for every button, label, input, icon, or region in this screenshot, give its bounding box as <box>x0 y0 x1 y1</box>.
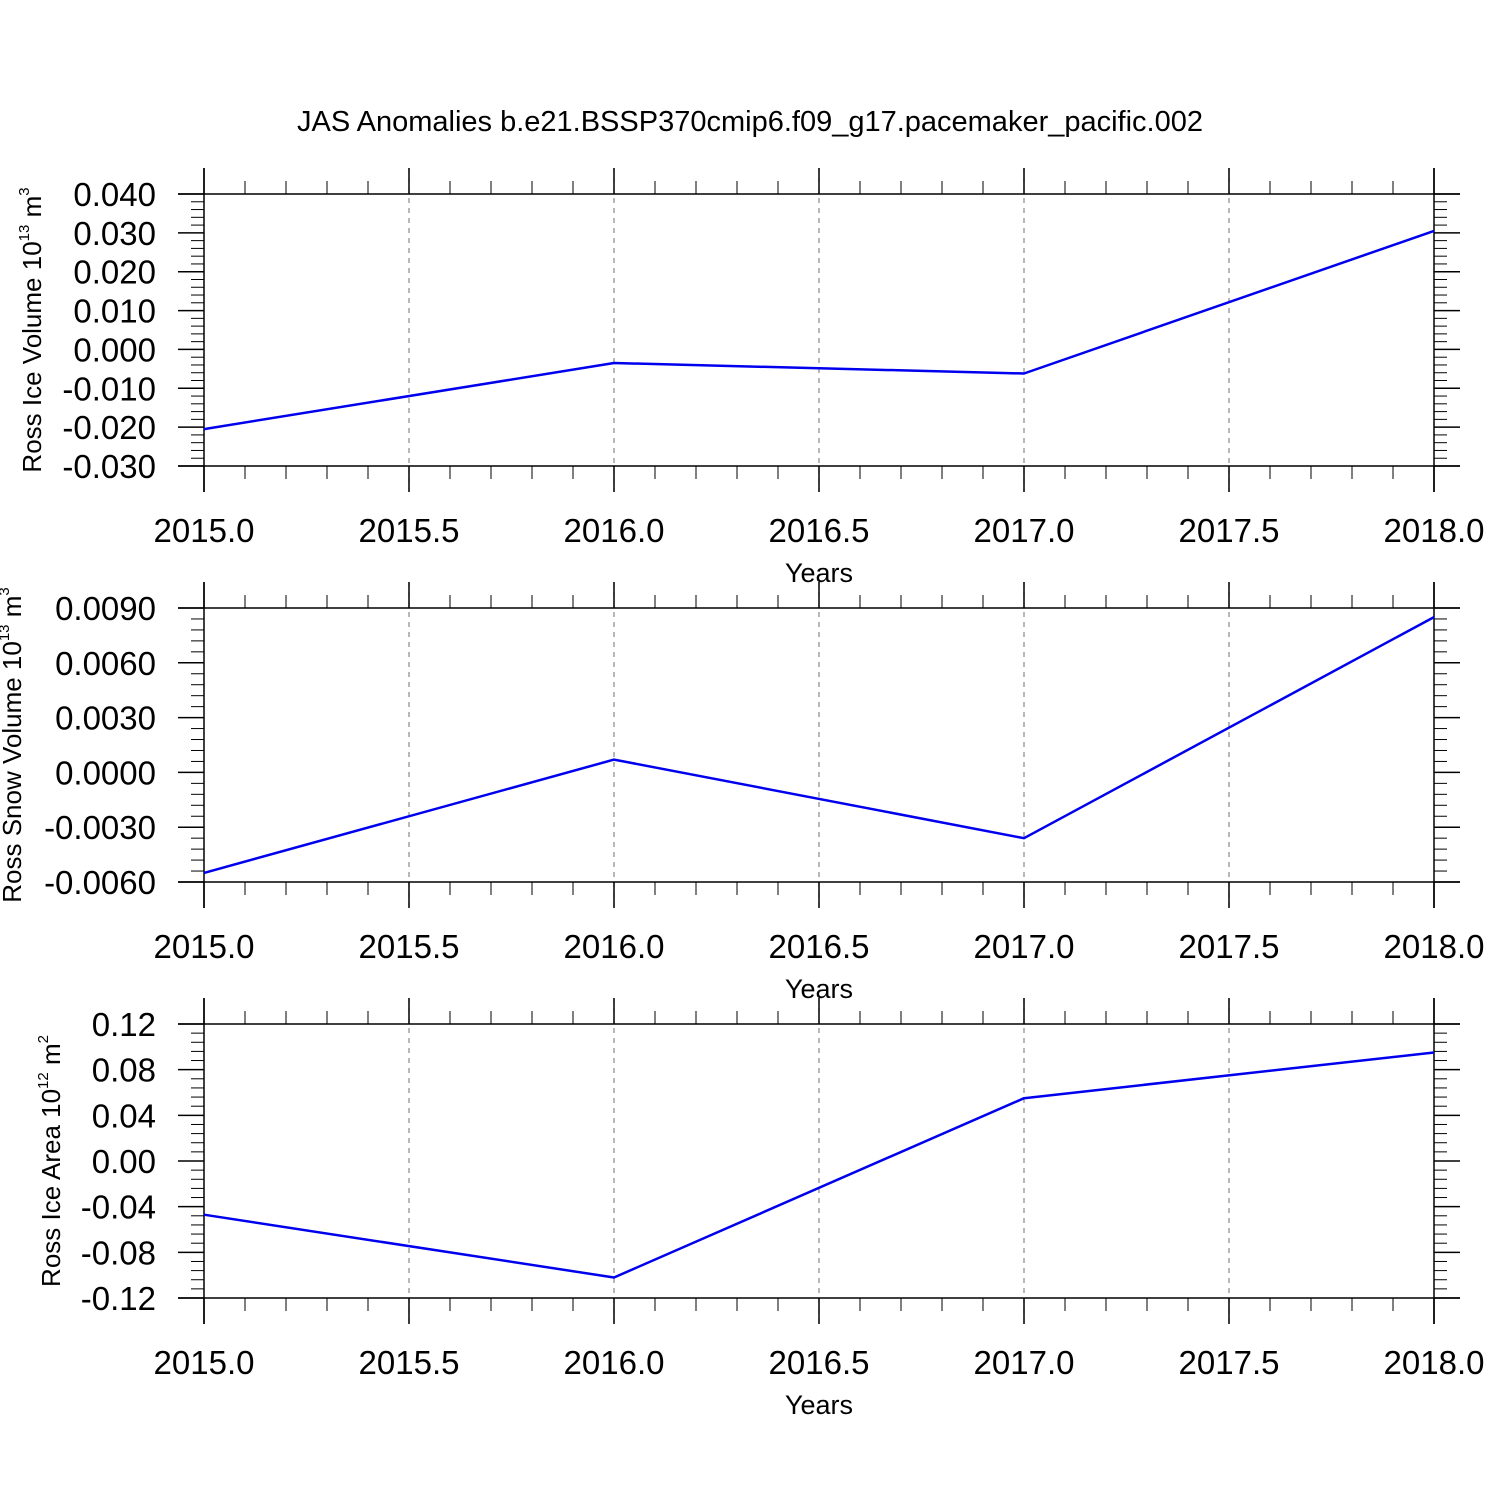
y-axis-label: Ross Ice Area 1012 m2 <box>35 1035 66 1287</box>
x-tick-label: 2015.5 <box>359 512 460 549</box>
x-tick-label: 2017.5 <box>1179 928 1280 965</box>
y-tick-label: -0.020 <box>62 409 156 446</box>
x-tick-label: 2017.5 <box>1179 1344 1280 1381</box>
x-tick-label: 2018.0 <box>1384 928 1485 965</box>
y-tick-label: 0.12 <box>92 1006 156 1043</box>
y-tick-label: -0.12 <box>81 1280 156 1317</box>
y-axis-label-exponent: 13 <box>16 225 33 242</box>
y-axis-label: Ross Ice Volume 1013 m3 <box>16 187 47 472</box>
x-tick-label: 2016.5 <box>769 928 870 965</box>
y-axis-label-unit: m <box>0 596 27 625</box>
y-axis-label-exponent: 12 <box>35 1072 52 1089</box>
y-axis-label-unit-exponent: 3 <box>0 587 13 595</box>
series-line <box>203 229 1435 431</box>
y-tick-label: 0.030 <box>73 215 156 252</box>
y-tick-label: -0.04 <box>81 1189 156 1226</box>
series-line <box>203 1051 1435 1279</box>
y-tick-label: 0.0060 <box>55 645 156 682</box>
y-axis-label-text: Ross Ice Volume 10 <box>17 241 47 472</box>
y-tick-label: -0.0030 <box>44 809 156 846</box>
y-tick-label: 0.0090 <box>55 590 156 627</box>
x-tick-label: 2016.0 <box>564 1344 665 1381</box>
y-axis-label-unit: m <box>17 196 47 225</box>
x-tick-label: 2015.0 <box>154 928 255 965</box>
x-tick-label: 2016.5 <box>769 1344 870 1381</box>
y-tick-label: 0.040 <box>73 176 156 213</box>
x-tick-label: 2017.0 <box>974 512 1075 549</box>
x-tick-label: 2016.0 <box>564 928 665 965</box>
x-tick-label: 2017.0 <box>974 1344 1075 1381</box>
y-axis-label-text: Ross Ice Area 10 <box>36 1089 66 1287</box>
panels: 0.0400.0300.0200.0100.000-0.010-0.020-0.… <box>0 168 1484 1420</box>
y-tick-label: 0.020 <box>73 254 156 291</box>
y-tick-label: -0.030 <box>62 448 156 485</box>
y-axis-label-unit: m <box>36 1043 66 1072</box>
y-tick-label: 0.010 <box>73 293 156 330</box>
y-tick-label: 0.04 <box>92 1097 156 1134</box>
x-tick-label: 2018.0 <box>1384 512 1485 549</box>
x-axis-label: Years <box>785 1390 853 1420</box>
x-tick-label: 2017.0 <box>974 928 1075 965</box>
chart-panel-2: 0.0090 0.0060 0.0030 0.0000 -0.0030 -0.0060 20… <box>0 582 1484 1004</box>
y-axis-label-text: Ross Snow Volume 10 <box>0 641 27 903</box>
x-tick-label: 2017.5 <box>1179 512 1280 549</box>
series-line <box>203 615 1435 875</box>
y-tick-label: 0.0030 <box>55 700 156 737</box>
chart-panel-3: 0.12 0.08 0.04 0.00 -0.04 -0.08 -0.12 2015.0 201… <box>35 998 1484 1420</box>
y-tick-label: 0.08 <box>92 1052 156 1089</box>
x-tick-label: 2016.0 <box>564 512 665 549</box>
y-tick-label: -0.0060 <box>44 864 156 901</box>
y-tick-label: 0.00 <box>92 1143 156 1180</box>
x-tick-label: 2015.5 <box>359 1344 460 1381</box>
y-tick-label: 0.0000 <box>55 754 156 791</box>
y-tick-label: 0.000 <box>73 331 156 368</box>
chart-panel-1: 0.0400.0300.0200.0100.000-0.010-0.020-0.… <box>16 168 1484 588</box>
x-tick-label: 2015.0 <box>154 512 255 549</box>
x-tick-label: 2015.0 <box>154 1344 255 1381</box>
y-axis-label-exponent: 13 <box>0 624 13 641</box>
y-tick-label: -0.010 <box>62 370 156 407</box>
x-tick-label: 2016.5 <box>769 512 870 549</box>
y-axis-label-unit-exponent: 3 <box>16 187 33 195</box>
y-axis-label: Ross Snow Volume 1013 m3 <box>0 587 27 903</box>
y-tick-label: -0.08 <box>81 1234 156 1271</box>
x-tick-label: 2015.5 <box>359 928 460 965</box>
figure-title: JAS Anomalies b.e21.BSSP370cmip6.f09_g17… <box>297 106 1203 138</box>
x-tick-label: 2018.0 <box>1384 1344 1485 1381</box>
y-axis-label-unit-exponent: 2 <box>35 1035 52 1043</box>
